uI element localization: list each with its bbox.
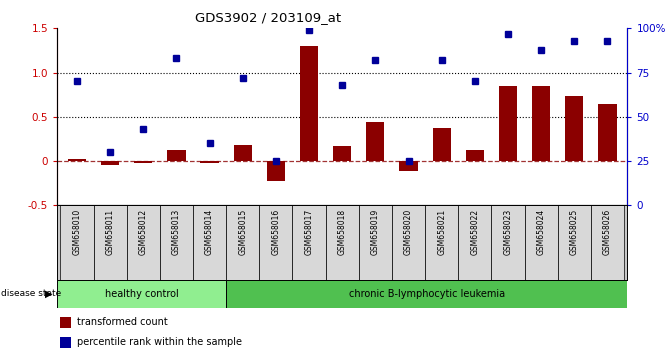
Bar [226, 280, 627, 308]
Bar [193, 205, 226, 280]
Bar [167, 150, 185, 161]
Bar [60, 337, 71, 348]
Bar [259, 205, 293, 280]
Bar [392, 205, 425, 280]
Bar [93, 205, 127, 280]
Text: GSM658024: GSM658024 [537, 209, 546, 255]
Bar [499, 86, 517, 161]
Bar [591, 205, 624, 280]
Text: GSM658020: GSM658020 [404, 209, 413, 255]
Bar [201, 161, 219, 163]
Bar [425, 205, 458, 280]
Text: chronic B-lymphocytic leukemia: chronic B-lymphocytic leukemia [349, 289, 505, 299]
Text: healthy control: healthy control [105, 289, 178, 299]
Bar [300, 46, 318, 161]
Text: transformed count: transformed count [77, 317, 168, 327]
Text: GDS3902 / 203109_at: GDS3902 / 203109_at [195, 11, 342, 24]
Text: GSM658025: GSM658025 [570, 209, 579, 255]
Bar [333, 146, 352, 161]
Bar [325, 205, 359, 280]
Bar [366, 122, 384, 161]
Text: GSM658019: GSM658019 [371, 209, 380, 255]
Bar [101, 161, 119, 166]
Text: GSM658010: GSM658010 [72, 209, 81, 255]
Bar [226, 205, 259, 280]
Bar [134, 161, 152, 163]
Text: GSM658011: GSM658011 [105, 209, 115, 255]
Text: percentile rank within the sample: percentile rank within the sample [77, 337, 242, 347]
Text: GSM658017: GSM658017 [305, 209, 313, 255]
Text: GSM658021: GSM658021 [437, 209, 446, 255]
Bar [60, 317, 71, 328]
Bar [599, 104, 617, 161]
Text: GSM658022: GSM658022 [470, 209, 479, 255]
Bar [68, 159, 86, 161]
Bar [532, 86, 550, 161]
Bar [60, 205, 93, 280]
Text: GSM658026: GSM658026 [603, 209, 612, 255]
Text: GSM658015: GSM658015 [238, 209, 247, 255]
Text: ▶: ▶ [45, 289, 53, 299]
Bar [565, 97, 584, 161]
Bar [293, 205, 325, 280]
Text: GSM658013: GSM658013 [172, 209, 181, 255]
Text: GSM658012: GSM658012 [139, 209, 148, 255]
Bar [433, 128, 451, 161]
Text: disease state: disease state [1, 289, 61, 298]
Bar [491, 205, 525, 280]
Bar [558, 205, 591, 280]
Text: GSM658014: GSM658014 [205, 209, 214, 255]
Bar [458, 205, 491, 280]
Bar [57, 280, 226, 308]
Text: GSM658023: GSM658023 [503, 209, 513, 255]
Bar [399, 161, 417, 171]
Bar [267, 161, 285, 181]
Bar [160, 205, 193, 280]
Text: GSM658018: GSM658018 [338, 209, 347, 255]
Bar [127, 205, 160, 280]
Bar [466, 149, 484, 161]
Bar [525, 205, 558, 280]
Bar [359, 205, 392, 280]
Text: GSM658016: GSM658016 [271, 209, 280, 255]
Bar [234, 145, 252, 161]
